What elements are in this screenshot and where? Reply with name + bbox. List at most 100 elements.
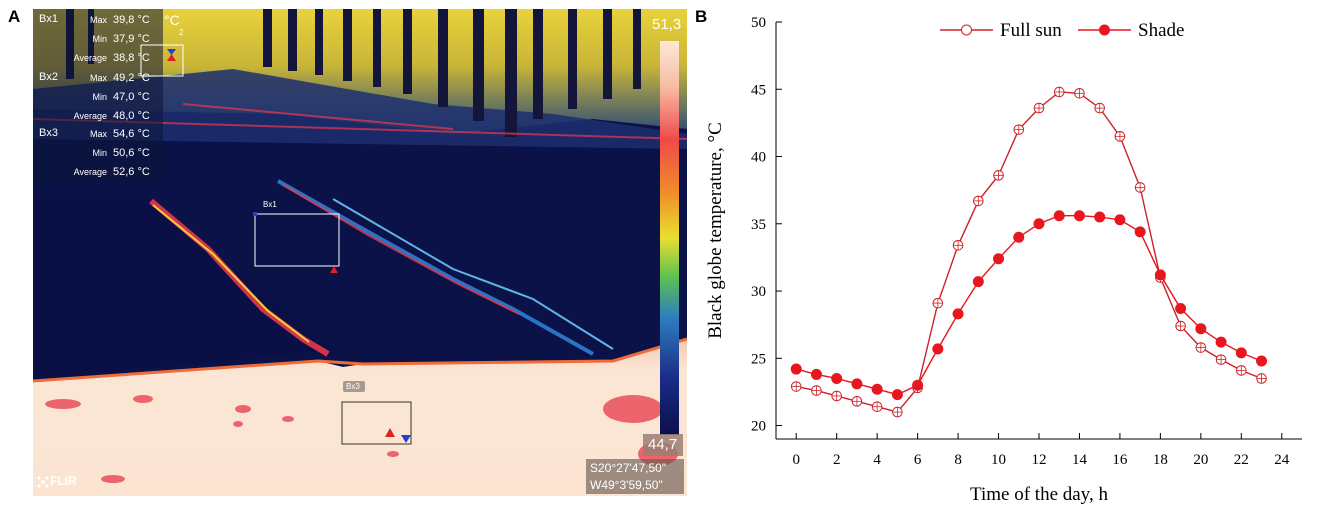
data-point-full-sun [932,297,944,309]
data-point-full-sun [811,385,822,396]
x-tick-label: 6 [914,452,922,468]
gps-longitude: W49°3'59,50" [590,478,663,492]
data-point-shade [1235,347,1247,359]
data-point-shade [1073,210,1085,222]
data-point-shade [1013,231,1025,243]
data-point-full-sun [993,170,1004,181]
y-tick-label: 50 [751,15,766,31]
data-point-shade [993,253,1005,265]
bx2-name: Bx2 [39,71,58,83]
data-point-shade [1215,336,1227,348]
legend-label-full-sun: Full sun [1000,20,1062,41]
legend-marker-shade [1099,24,1110,36]
x-tick-label: 24 [1274,452,1290,468]
box2-marker: 2 [179,28,184,37]
y-axis-label: Black globe temperature, °C [705,122,726,339]
y-tick-label: 25 [751,351,766,367]
series-line-full-sun [796,91,1262,413]
y-tick-label: 30 [751,284,766,300]
data-point-shade [952,308,964,320]
data-point-shade [1256,355,1268,367]
data-point-shade [790,363,802,375]
gps-latitude: S20°27'47,50" [590,461,667,475]
data-point-shade [1195,323,1207,335]
bx3-average-label: Average [73,167,107,177]
x-tick-label: 22 [1234,452,1249,468]
data-point-full-sun [952,239,964,251]
data-point-full-sun [892,406,903,418]
bx1-max-label: Max [89,15,107,25]
bx2-average-label: Average [73,111,107,121]
y-tick-label: 20 [751,419,766,435]
data-point-shade [912,379,924,391]
bx3-max-value: 54,6 °C [113,128,150,140]
data-point-full-sun [851,396,863,407]
data-point-shade [972,276,984,288]
x-tick-label: 8 [954,452,962,468]
bx1-name: Bx1 [39,13,58,25]
data-point-full-sun [1053,86,1065,98]
data-point-full-sun [1175,320,1186,332]
data-point-full-sun [1256,373,1267,384]
x-ticks: 0 2 4 6 8 10 12 14 16 18 20 22 24 [792,433,1290,468]
bx2-max-value: 49,2 °C [113,72,150,84]
data-point-full-sun [1134,182,1146,193]
y-ticks: 20 25 30 35 40 45 50 [751,15,782,435]
x-tick-label: 12 [1032,452,1047,468]
data-point-full-sun [871,401,883,413]
bx1-image-label: Bx1 [263,200,277,209]
panel-label-a: A [8,7,21,26]
x-axis-label: Time of the day, h [970,484,1108,505]
series-layer [790,86,1268,418]
bx1-min-value: 37,9 °C [113,33,150,45]
bx1-average-label: Average [73,53,107,63]
y-tick-label: 45 [751,82,766,98]
bx1-max-value: 39,8 °C [113,14,150,26]
data-point-full-sun [1236,365,1247,376]
data-point-shade [1094,211,1106,223]
chart-axes [775,22,1302,440]
data-point-shade [1033,218,1045,230]
bx3-average-value: 52,6 °C [113,166,150,178]
bx2-min-value: 47,0 °C [113,91,150,103]
panel-label-b: B [695,7,708,26]
data-point-shade [932,343,944,355]
data-point-shade [871,383,883,395]
flir-logo: FLIR [50,474,77,488]
scale-min-value: 44,7 [648,436,678,453]
data-point-shade [810,368,822,380]
data-point-shade [1134,226,1146,238]
legend-marker-full-sun [961,24,972,36]
bx3-image-label: Bx3 [346,382,360,391]
bx2-average-value: 48,0 °C [113,110,150,122]
x-tick-label: 16 [1112,452,1128,468]
data-point-full-sun [1013,124,1025,135]
series-line-shade [796,215,1262,396]
data-point-full-sun [1195,342,1207,353]
bx3-min-label: Min [92,148,107,158]
data-point-full-sun [973,195,984,207]
x-tick-label: 18 [1153,452,1168,468]
scale-max-value: 51,3 [652,16,682,33]
temperature-unit: °C [164,12,180,28]
bx2-min-label: Min [92,92,107,102]
data-point-shade [1114,214,1126,226]
data-point-shade [1175,303,1187,315]
data-point-shade [831,372,843,384]
data-point-full-sun [1094,102,1105,114]
chart-legend: Full sun Shade [940,20,1184,41]
data-point-shade [1154,269,1166,281]
x-tick-label: 20 [1193,452,1208,468]
thermal-scene [33,9,687,496]
bx1-average-value: 38,8 °C [113,52,150,64]
x-tick-label: 2 [833,452,841,468]
bx3-name: Bx3 [39,127,58,139]
x-tick-label: 4 [873,452,881,468]
data-point-full-sun [1074,87,1085,99]
y-tick-label: 40 [751,150,766,166]
legend-label-shade: Shade [1138,20,1184,41]
bx3-min-value: 50,6 °C [113,147,150,159]
data-point-shade [851,378,863,390]
data-point-full-sun [831,390,842,402]
